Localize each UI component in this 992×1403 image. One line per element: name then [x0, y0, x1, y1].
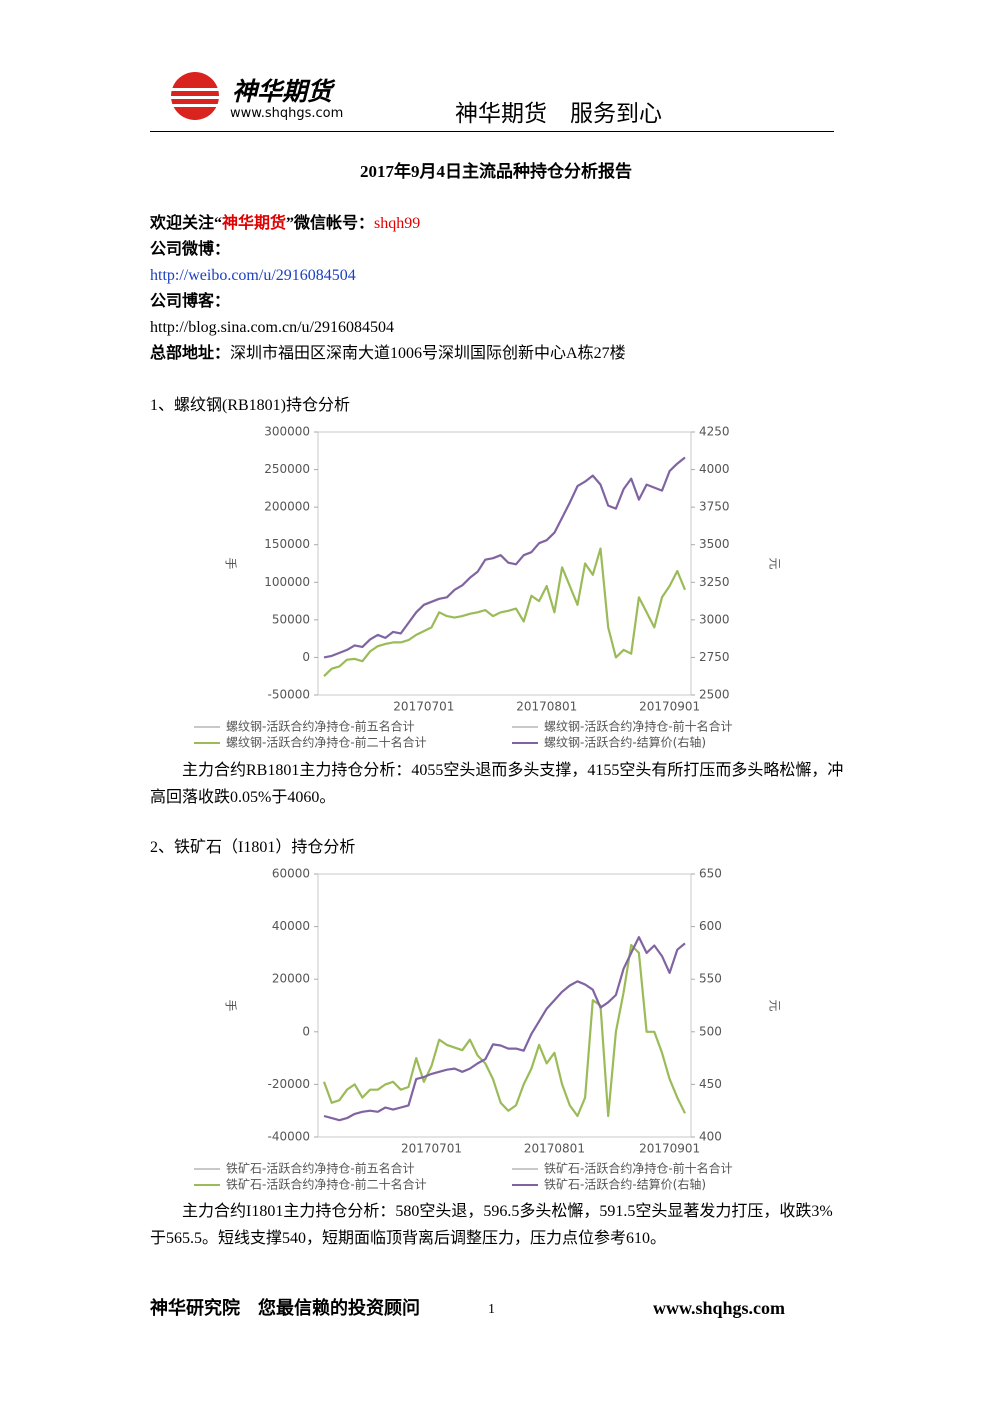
doc-title: 2017年9月4日主流品种持仓分析报告: [360, 162, 632, 181]
section-heading: 2、铁矿石（I1801）持仓分析: [150, 839, 356, 856]
x-tick-label: 20170901: [639, 700, 700, 714]
series-line: [323, 456, 686, 659]
y2-tick-label: 400: [699, 1130, 722, 1144]
series-line: [323, 936, 686, 1122]
text: ”微信帐号：: [286, 215, 375, 232]
legend-label: 铁矿石-活跃合约净持仓-前二十名合计: [226, 1177, 427, 1192]
legend-label: 螺纹钢-活跃合约-结算价(右轴): [544, 735, 706, 750]
y2-tick-label: 4000: [699, 462, 730, 476]
y-tick-label: 50000: [272, 612, 310, 626]
legend-label: 螺纹钢-活跃合约净持仓-前十名合计: [544, 719, 733, 734]
x-tick-label: 20170801: [516, 700, 577, 714]
analysis: 主力合约RB1801主力持仓分析：4055空头退而多头支撑，4155空头有所打压…: [150, 762, 844, 806]
y-tick-label: 200000: [264, 500, 310, 514]
analysis: 主力合约I1801主力持仓分析：580空头退，596.5多头松懈，591.5空头…: [150, 1203, 833, 1247]
text: 深圳市福田区深南大道1006号深圳国际创新中心A栋27楼: [230, 345, 626, 362]
y2-tick-label: 2750: [699, 650, 730, 664]
plot-frame: [317, 873, 692, 1138]
label: 公司微博：: [150, 241, 231, 258]
y2-axis-label: 元: [768, 999, 782, 1011]
plot-frame: [317, 431, 692, 696]
y-axis-label: 手: [224, 557, 238, 569]
legend-label: 铁矿石-活跃合约-结算价(右轴): [544, 1177, 706, 1192]
y-tick-label: 40000: [272, 919, 310, 933]
x-tick-label: 20170701: [393, 700, 454, 714]
legend-label: 螺纹钢-活跃合约净持仓-前五名合计: [226, 719, 415, 734]
y2-tick-label: 4250: [699, 425, 730, 439]
y-tick-label: -50000: [267, 688, 310, 702]
footer-url: www.shqhgs.com: [653, 1298, 786, 1318]
x-tick-label: 20170701: [401, 1142, 462, 1156]
y-tick-label: 150000: [264, 537, 310, 551]
address-line: 总部地址：深圳市福田区深南大道1006号深圳国际创新中心A栋27楼: [150, 344, 626, 364]
y2-tick-label: 600: [699, 919, 722, 933]
logo-mark: [169, 72, 221, 120]
link[interactable]: http://weibo.com/u/2916084504: [150, 267, 356, 284]
y-tick-label: -40000: [267, 1130, 310, 1144]
y2-tick-label: 550: [699, 972, 722, 986]
page-number: 1: [488, 1302, 495, 1317]
y-axis-label: 手: [224, 999, 238, 1011]
y2-tick-label: 500: [699, 1024, 722, 1038]
chart: -50000 0 50000 100000 150000 200000 250000 3000…: [194, 425, 782, 750]
text: 神华期货: [222, 215, 287, 232]
y-tick-label: 300000: [264, 425, 310, 439]
label: 总部地址：: [150, 345, 231, 362]
label: 公司博客：: [150, 293, 231, 310]
y-tick-label: 250000: [264, 462, 310, 476]
y2-axis-label: 元: [768, 557, 782, 569]
x-tick-label: 20170801: [524, 1142, 585, 1156]
x-tick-label: 20170901: [639, 1142, 700, 1156]
footer-left: 神华研究院 您最信赖的投资顾问: [150, 1298, 420, 1318]
legend-label: 铁矿石-活跃合约净持仓-前十名合计: [544, 1161, 733, 1176]
link[interactable]: http://blog.sina.com.cn/u/2916084504: [150, 319, 394, 336]
chart: -40000 -20000 0 20000 40000 60000 400 450 500 550…: [194, 867, 782, 1192]
y-tick-label: -20000: [267, 1077, 310, 1091]
legend-label: 铁矿石-活跃合约净持仓-前五名合计: [226, 1161, 415, 1176]
wechat-line: 欢迎关注“神华期货”微信帐号：shqh99: [150, 214, 420, 234]
y-tick-label: 0: [302, 650, 310, 664]
section-heading: 1、螺纹钢(RB1801)持仓分析: [150, 397, 351, 414]
y2-tick-label: 650: [699, 867, 722, 881]
text: 欢迎关注“: [150, 215, 223, 232]
y-tick-label: 0: [302, 1024, 310, 1038]
y-tick-label: 60000: [272, 867, 310, 881]
y2-tick-label: 3000: [699, 612, 730, 626]
y-tick-label: 20000: [272, 972, 310, 986]
series-line: [322, 943, 686, 1118]
series-line: [323, 547, 687, 677]
legend-label: 螺纹钢-活跃合约净持仓-前二十名合计: [226, 735, 427, 750]
y2-tick-label: 3500: [699, 537, 730, 551]
y2-tick-label: 3750: [699, 500, 730, 514]
y-tick-label: 100000: [264, 575, 310, 589]
header-rule: [150, 131, 834, 132]
y2-tick-label: 450: [699, 1077, 722, 1091]
y2-tick-label: 2500: [699, 688, 730, 702]
brand: 神华期货: [232, 77, 333, 106]
slogan: 神华期货 服务到心: [455, 101, 662, 126]
text: shqh99: [374, 215, 421, 232]
y2-tick-label: 3250: [699, 575, 730, 589]
brand-url: www.shqhgs.com: [230, 106, 344, 121]
